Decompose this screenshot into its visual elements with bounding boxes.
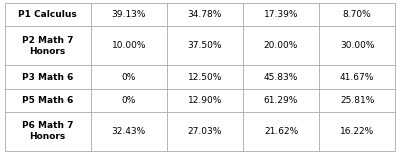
Text: 10.00%: 10.00%	[112, 41, 146, 51]
Text: 0%: 0%	[122, 73, 136, 81]
Text: 12.90%: 12.90%	[188, 95, 222, 105]
Text: 61.29%: 61.29%	[264, 95, 298, 105]
Text: 32.43%: 32.43%	[112, 127, 146, 136]
Text: P2 Math 7
Honors: P2 Math 7 Honors	[22, 36, 74, 56]
Text: P6 Math 7
Honors: P6 Math 7 Honors	[22, 121, 74, 141]
Text: 37.50%: 37.50%	[188, 41, 222, 51]
Text: 12.50%: 12.50%	[188, 73, 222, 81]
Text: 20.00%: 20.00%	[264, 41, 298, 51]
Text: 8.70%: 8.70%	[343, 10, 372, 19]
Text: 34.78%: 34.78%	[188, 10, 222, 19]
Text: P5 Math 6: P5 Math 6	[22, 95, 74, 105]
Text: 17.39%: 17.39%	[264, 10, 298, 19]
Text: 41.67%: 41.67%	[340, 73, 374, 81]
Text: 45.83%: 45.83%	[264, 73, 298, 81]
Text: P3 Math 6: P3 Math 6	[22, 73, 74, 81]
Text: 39.13%: 39.13%	[112, 10, 146, 19]
Text: 0%: 0%	[122, 95, 136, 105]
Text: 25.81%: 25.81%	[340, 95, 374, 105]
Text: 27.03%: 27.03%	[188, 127, 222, 136]
Text: 21.62%: 21.62%	[264, 127, 298, 136]
Text: 16.22%: 16.22%	[340, 127, 374, 136]
Text: 30.00%: 30.00%	[340, 41, 374, 51]
Text: P1 Calculus: P1 Calculus	[18, 10, 77, 19]
